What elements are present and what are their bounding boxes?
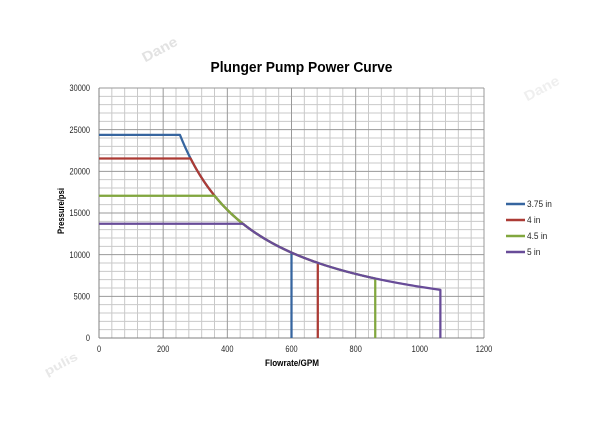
svg-text:4 in: 4 in <box>527 215 540 225</box>
svg-text:200: 200 <box>157 344 169 354</box>
svg-text:Plunger Pump Power Curve: Plunger Pump Power Curve <box>211 60 393 76</box>
svg-text:3.75 in: 3.75 in <box>527 199 552 209</box>
svg-text:20000: 20000 <box>70 167 91 177</box>
svg-text:15000: 15000 <box>70 208 91 218</box>
svg-text:1000: 1000 <box>412 344 428 354</box>
svg-text:5000: 5000 <box>74 292 90 302</box>
svg-text:1200: 1200 <box>476 344 492 354</box>
svg-text:Pressure/psi: Pressure/psi <box>56 188 66 234</box>
svg-text:Flowrate/GPM: Flowrate/GPM <box>265 358 319 369</box>
svg-text:800: 800 <box>350 344 362 354</box>
svg-text:0: 0 <box>86 333 90 343</box>
svg-text:10000: 10000 <box>70 250 91 260</box>
svg-text:0: 0 <box>97 344 101 354</box>
svg-text:4.5 in: 4.5 in <box>527 231 547 241</box>
svg-text:25000: 25000 <box>70 125 91 135</box>
svg-text:30000: 30000 <box>70 83 91 93</box>
svg-text:400: 400 <box>221 344 233 354</box>
svg-text:600: 600 <box>285 344 297 354</box>
svg-text:5 in: 5 in <box>527 247 540 257</box>
